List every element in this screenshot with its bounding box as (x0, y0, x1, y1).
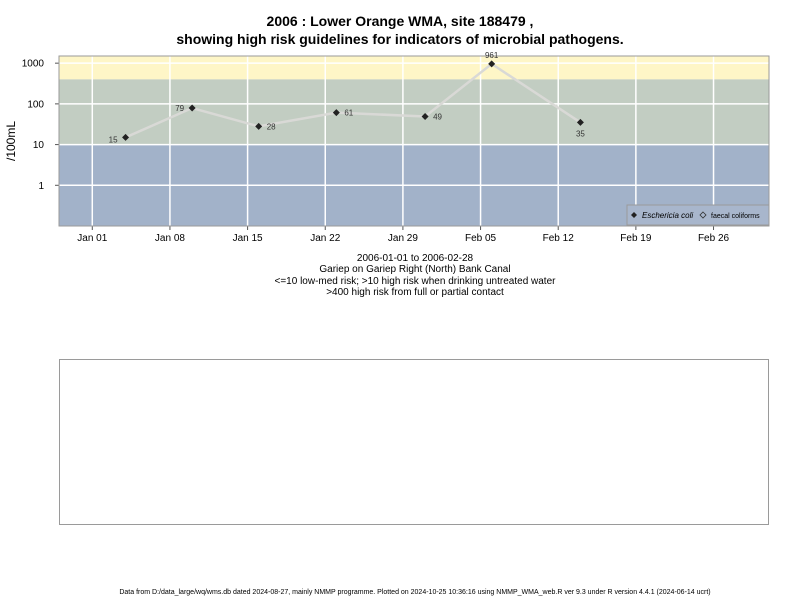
site-name-caption: Gariep on Gariep Right (North) Bank Cana… (319, 264, 511, 275)
x-tick-label: Jan 29 (388, 233, 418, 244)
legend-label-faecal: faecal coliforms (711, 213, 760, 220)
date-range-caption: 2006-01-01 to 2006-02-28 (356, 253, 474, 264)
data-source-footer: Data from D:/data_large/wq/wms.db dated … (119, 589, 711, 596)
plot-frame (58, 55, 770, 227)
data-point (332, 109, 340, 117)
y-tick-label: 100 (27, 99, 44, 110)
x-tick-label: Jan 22 (310, 233, 340, 244)
data-point (421, 112, 429, 120)
y-axis-label: /100mL (4, 121, 18, 161)
chart-area: Jan 01 Jan 08 Jan 15 Jan 22 Jan 29 Feb 05 Feb … (4, 51, 770, 244)
chart-title-line-2: showing high risk guidelines for indicat… (176, 31, 624, 47)
data-label: 961 (485, 51, 499, 60)
data-label: 49 (433, 112, 442, 121)
data-point (188, 104, 196, 112)
risk-band-1 (59, 79, 769, 145)
chart-title-line-1: 2006 : Lower Orange WMA, site 188479 , (266, 13, 534, 29)
empty-plot-panel (59, 359, 769, 525)
x-tick-label: Feb 26 (698, 233, 730, 244)
x-tick-label: Jan 01 (77, 233, 107, 244)
legend-marker-faecal (699, 211, 707, 219)
data-label: 35 (576, 129, 585, 138)
legend-box (626, 204, 770, 226)
y-tick-label: 1 (38, 181, 44, 192)
data-label: 28 (267, 122, 276, 131)
y-tick-label: 10 (33, 140, 45, 151)
legend-marker-ecoli (631, 212, 637, 218)
data-label: 61 (344, 109, 353, 118)
x-tick-label: Jan 08 (155, 233, 185, 244)
y-tick-label: 1000 (22, 59, 45, 70)
x-tick-label: Jan 15 (233, 233, 263, 244)
legend-label-ecoli: Eschericia coli (642, 211, 693, 220)
high-risk-caption: >400 high risk from full or partial cont… (326, 287, 504, 298)
x-tick-label: Feb 12 (543, 233, 575, 244)
risk-band-0 (59, 56, 769, 80)
x-tick-label: Feb 05 (465, 233, 497, 244)
data-point (488, 60, 496, 68)
data-label: 15 (109, 135, 118, 144)
data-point (255, 122, 263, 130)
data-label: 79 (175, 104, 184, 113)
data-point (576, 118, 584, 126)
data-point (122, 133, 130, 141)
x-tick-label: Feb 19 (620, 233, 652, 244)
low-risk-caption: <=10 low-med risk; >10 high risk when dr… (274, 276, 556, 287)
